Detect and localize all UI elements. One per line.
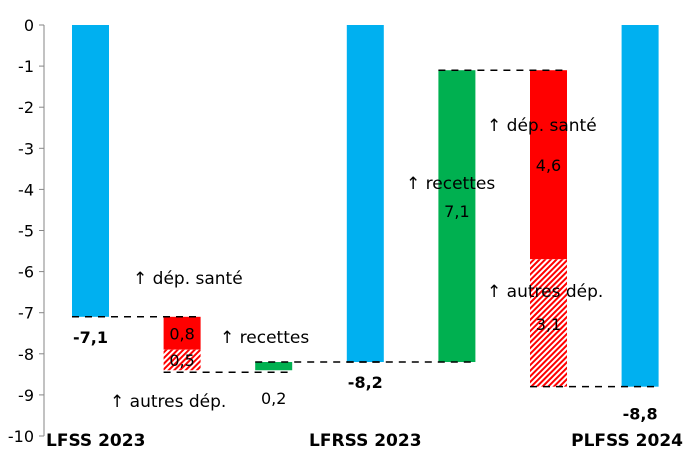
- bars: [72, 25, 659, 387]
- y-tick-label: -10: [8, 427, 34, 446]
- total-value-label: -8,8: [623, 405, 658, 424]
- annotation-recettes-2: ↑ recettes: [406, 174, 495, 194]
- y-tick-label: -1: [18, 57, 34, 76]
- y-tick-label: -8: [18, 345, 34, 364]
- step-value-label: 7,1: [444, 202, 469, 221]
- y-tick-label: -5: [18, 222, 34, 241]
- total-bar-0: [72, 25, 109, 317]
- step-bar-recettes: [255, 362, 293, 371]
- annotation-recettes-1: ↑ recettes: [220, 328, 309, 348]
- step-value-label: 3,1: [536, 315, 561, 334]
- step-value-label: 0,2: [261, 389, 286, 408]
- step-value-label: 0,8: [169, 324, 194, 343]
- step-bar-sante: [163, 316, 201, 350]
- y-tick-label: -7: [18, 304, 34, 323]
- total-bar-1: [346, 25, 384, 363]
- y-axis: 0 -1 -2 -3 -4 -5 -6 -7 -8 -9 -10: [8, 16, 45, 446]
- y-tick-label: 0: [24, 16, 34, 35]
- connectors: [72, 69, 659, 388]
- y-tick-label: -9: [18, 386, 34, 405]
- annotation-autres-2: ↑ autres dép.: [487, 282, 603, 302]
- step-bar-autres: [163, 349, 201, 371]
- category-label: LFSS 2023: [46, 431, 145, 451]
- total-bar-2: [621, 25, 659, 387]
- y-tick-label: -6: [18, 263, 34, 282]
- y-tick-label: -4: [18, 180, 34, 199]
- labels: ↑ dép. santé ↑ recettes ↑ autres dép. ↑ …: [46, 116, 683, 451]
- step-bar-recettes: [438, 70, 476, 363]
- step-value-label: 4,6: [536, 156, 561, 175]
- total-value-label: -7,1: [73, 328, 108, 347]
- annotation-autres-1: ↑ autres dép.: [110, 392, 226, 412]
- step-bar-sante: [530, 70, 567, 260]
- y-tick-label: -3: [18, 139, 34, 158]
- category-label: LFRSS 2023: [309, 431, 422, 451]
- step-bar-autres: [530, 259, 567, 387]
- annotation-sante-2: ↑ dép. santé: [487, 116, 597, 136]
- annotation-sante-1: ↑ dép. santé: [133, 269, 243, 289]
- total-value-label: -8,2: [348, 373, 383, 392]
- y-tick-label: -2: [18, 98, 34, 117]
- category-label: PLFSS 2024: [571, 431, 683, 451]
- step-value-label: 0,5: [169, 351, 194, 370]
